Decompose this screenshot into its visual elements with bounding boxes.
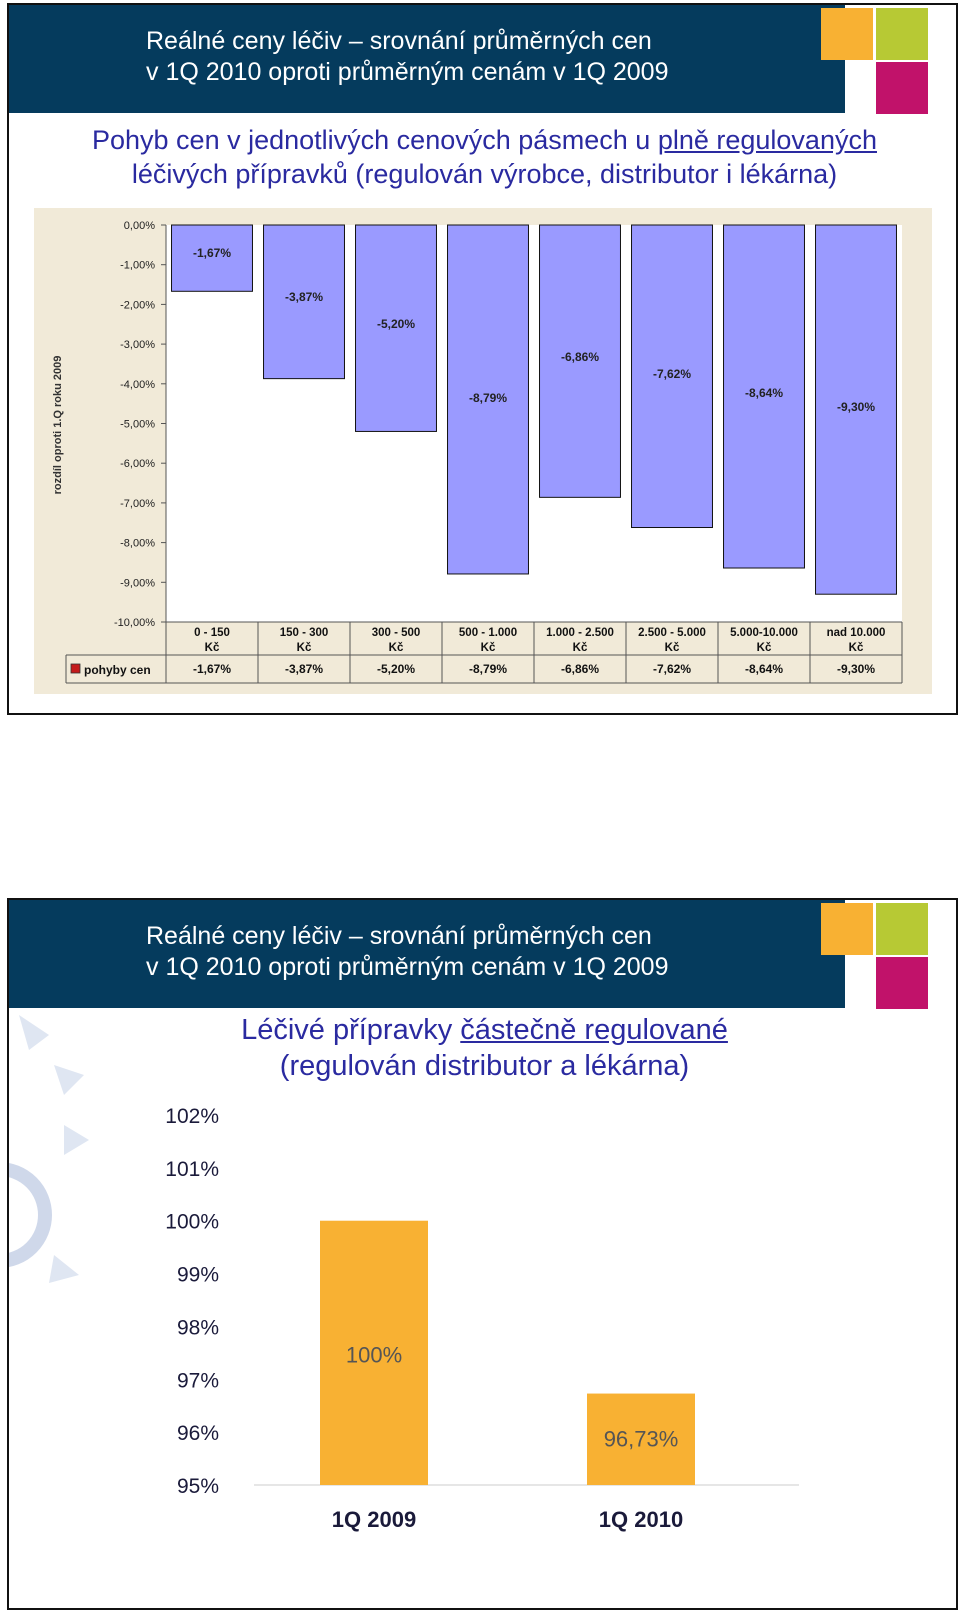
slide-header: Reálné ceny léčiv – srovnání průměrných … (9, 5, 845, 113)
bar (447, 224, 529, 575)
legend-label: pohyby cen (84, 663, 151, 677)
category-label-unit: Kč (205, 642, 220, 654)
header-title-line1: Reálné ceny léčiv – srovnání průměrných … (146, 27, 652, 55)
bar (723, 224, 805, 569)
y-tick-label: -8,00% (120, 538, 155, 550)
decor-square-orange (821, 8, 873, 60)
table-value: -5,20% (377, 662, 415, 676)
bar (587, 1393, 695, 1485)
y-tick-label: -7,00% (120, 498, 155, 510)
bar (263, 224, 345, 380)
y-axis-label: rozdíl oproti 1.Q roku 2009 (52, 356, 64, 495)
price-bands-chart: rozdíl oproti 1.Q roku 2009 0,00% -1,00% -… (34, 208, 932, 694)
y-tick-label: -1,00% (120, 260, 155, 272)
y-tick-label: 95% (177, 1475, 219, 1498)
header-title-line2: v 1Q 2010 oproti průměrným cenám v 1Q 20… (146, 953, 669, 981)
header-title-line2: v 1Q 2010 oproti průměrným cenám v 1Q 20… (146, 58, 669, 86)
bar-data-label: 96,73% (604, 1427, 679, 1452)
slide-header: Reálné ceny léčiv – srovnání průměrných … (9, 900, 845, 1008)
bar (815, 224, 897, 595)
category-label-unit: Kč (389, 642, 404, 654)
category-label: 150 - 300 (280, 627, 329, 639)
y-tick-label: 101% (165, 1158, 219, 1181)
bar-data-label: -1,67% (193, 246, 231, 260)
y-tick-label: 96% (177, 1422, 219, 1445)
category-label: 5.000-10.000 (730, 627, 798, 639)
bar-data-label: -8,64% (745, 386, 783, 400)
header-title-line1: Reálné ceny léčiv – srovnání průměrných … (146, 922, 652, 950)
subtitle-line2: léčivých přípravků (regulován výrobce, d… (131, 159, 838, 189)
category-label-unit: Kč (573, 642, 588, 654)
slide-2: Reálné ceny léčiv – srovnání průměrných … (7, 898, 958, 1610)
slide-subtitle: Pohyb cen v jednotlivých cenových pásmec… (9, 123, 956, 191)
category-label: 1.000 - 2.500 (546, 627, 614, 639)
y-tick-label: 97% (177, 1369, 219, 1392)
category-label: 2.500 - 5.000 (638, 627, 706, 639)
bar-data-label: -7,62% (653, 367, 691, 381)
y-tick-label: -4,00% (120, 379, 155, 391)
slide-subtitle: Léčivé přípravky částečně regulované (re… (9, 1012, 956, 1084)
decor-square-magenta (876, 62, 928, 114)
legend-swatch (70, 663, 81, 674)
y-tick-label: -6,00% (120, 458, 155, 470)
category-label-unit: Kč (665, 642, 680, 654)
decor-square-magenta (876, 957, 928, 1009)
slide-1: Reálné ceny léčiv – srovnání průměrných … (7, 3, 958, 715)
bar (631, 224, 713, 529)
bar (355, 224, 437, 432)
y-tick-label: -2,00% (120, 299, 155, 311)
bar-data-label: -8,79% (469, 391, 507, 405)
y-tick-label: 0,00% (124, 220, 155, 232)
subtitle-underlined: částečně regulované (460, 1014, 728, 1046)
bar-data-label: -3,87% (285, 290, 323, 304)
bar-data-label: -9,30% (837, 400, 875, 414)
table-value: -7,62% (653, 662, 691, 676)
table-value: -1,67% (193, 662, 231, 676)
category-label: 300 - 500 (372, 627, 421, 639)
table-value: -9,30% (837, 662, 875, 676)
table-value: -6,86% (561, 662, 599, 676)
y-tick-label: 100% (165, 1211, 219, 1234)
bar (171, 224, 253, 292)
table-value: -3,87% (285, 662, 323, 676)
table-value: -8,79% (469, 662, 507, 676)
y-tick-label: 102% (165, 1105, 219, 1128)
subtitle-line2: (regulován distributor a lékárna) (279, 1050, 690, 1082)
category-label-unit: Kč (481, 642, 496, 654)
sun-decoration-icon (9, 1015, 89, 1283)
subtitle-text: Léčivé přípravky (241, 1014, 461, 1046)
y-tick-label: -9,00% (120, 577, 155, 589)
bar-data-label: 100% (346, 1343, 402, 1368)
category-label: 1Q 2010 (599, 1507, 683, 1532)
y-tick-label: 99% (177, 1264, 219, 1287)
category-label-unit: Kč (757, 642, 772, 654)
category-label-unit: Kč (297, 642, 312, 654)
y-tick-label: -3,00% (120, 339, 155, 351)
category-label: 500 - 1.000 (459, 627, 517, 639)
category-label: nad 10.000 (827, 627, 886, 639)
bar-data-label: -6,86% (561, 350, 599, 364)
decor-square-green (876, 903, 928, 955)
decor-square-orange (821, 903, 873, 955)
category-label-unit: Kč (849, 642, 864, 654)
subtitle-underlined: plně regulovaných (657, 125, 877, 155)
partial-regulation-chart: 102% 101% 100% 99% 98% 97% 96% 95% 100% 1Q 2009 9… (165, 1105, 799, 1532)
category-label: 0 - 150 (194, 627, 230, 639)
bar (539, 224, 621, 498)
bar (320, 1220, 428, 1485)
category-label: 1Q 2009 (332, 1507, 416, 1532)
subtitle-text: Pohyb cen v jednotlivých cenových pásmec… (92, 125, 658, 155)
bar-data-label: -5,20% (377, 317, 415, 331)
y-tick-label: -5,00% (120, 419, 155, 431)
y-tick-label: -10,00% (114, 617, 155, 629)
table-value: -8,64% (745, 662, 783, 676)
decor-square-green (876, 8, 928, 60)
y-tick-label: 98% (177, 1316, 219, 1339)
